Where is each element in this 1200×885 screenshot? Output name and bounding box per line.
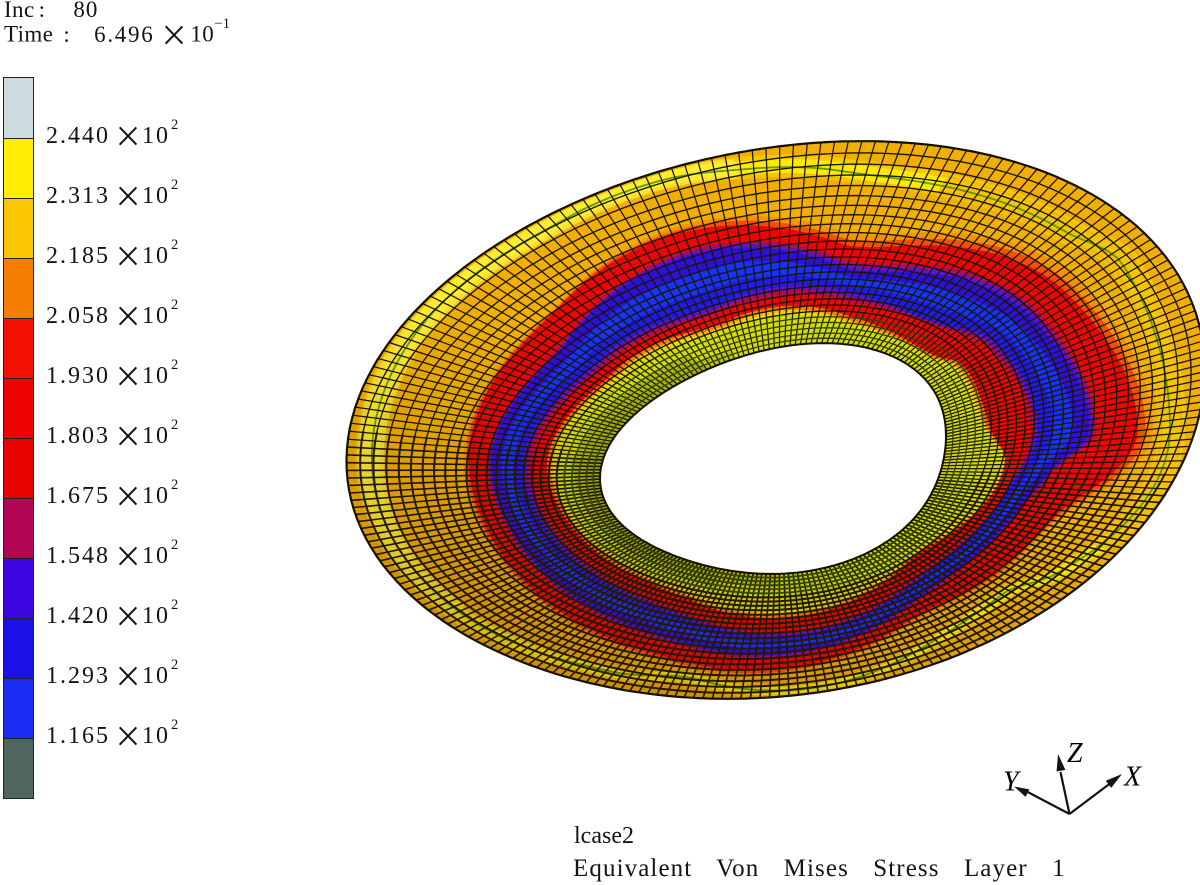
svg-text:Z: Z [1067, 738, 1083, 769]
svg-text:X: X [1123, 762, 1142, 793]
svg-text:Y: Y [1003, 767, 1022, 798]
